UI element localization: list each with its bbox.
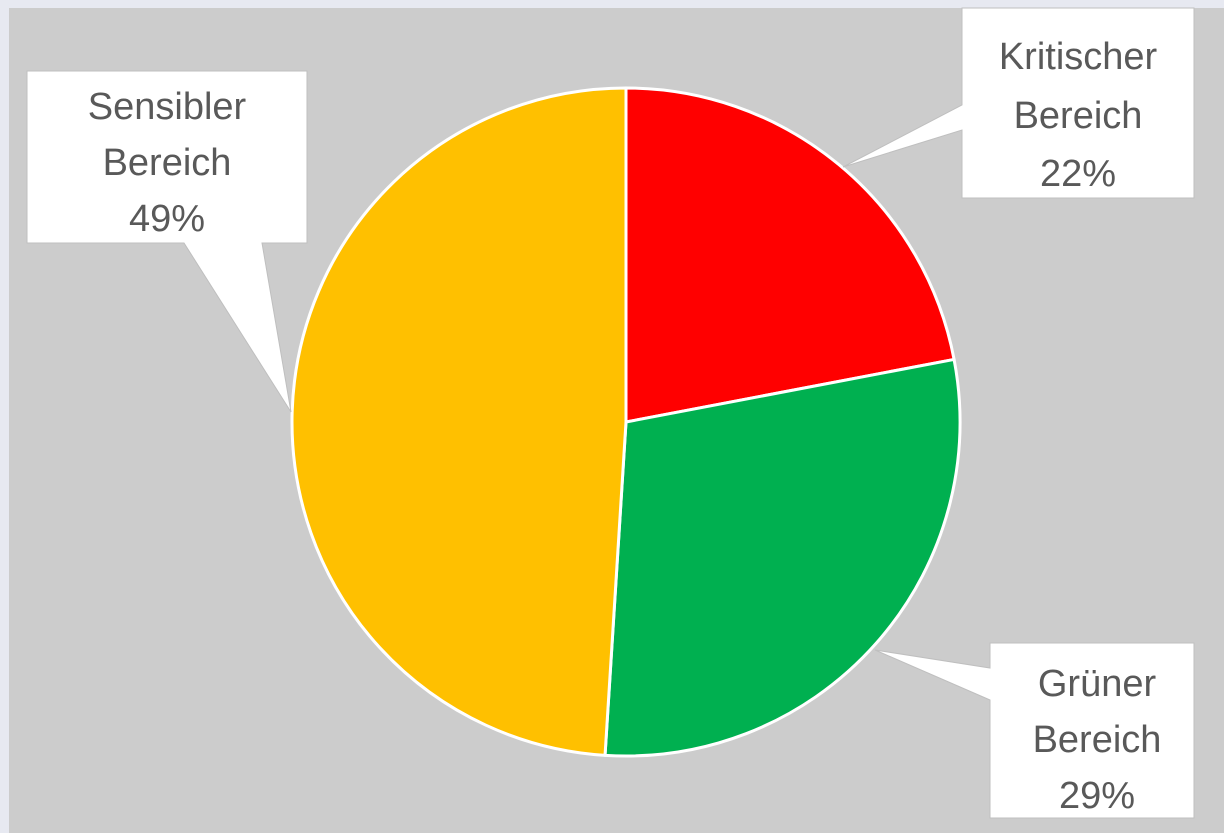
callout-sensibler-bereich: Sensibler Bereich 49%	[26, 70, 308, 413]
pie-slice-kritischer-bereich	[624, 86, 956, 424]
slice-label-name-sensibler: Sensibler	[88, 86, 247, 128]
slice-label-percent-kritischer: 22%	[1040, 153, 1116, 195]
pie-slices	[290, 86, 962, 758]
slice-label-area-kritischer: Bereich	[1014, 95, 1143, 137]
callout-kritischer-bereich: Kritischer Bereich 22%	[842, 7, 1195, 199]
callout-kritischer-bereich-box	[842, 7, 1195, 199]
callout-gruener-bereich: Grüner Bereich 29%	[874, 642, 1195, 819]
slice-label-percent-sensibler: 49%	[129, 198, 205, 240]
pie-slice-gruener-bereich	[603, 357, 962, 758]
slice-label-area-sensibler: Bereich	[103, 142, 232, 184]
slice-label-name-gruener: Grüner	[1038, 663, 1157, 705]
slice-label-name-kritischer: Kritischer	[999, 36, 1158, 78]
pie-slice-sensibler-bereich	[290, 86, 628, 757]
slice-label-area-gruener: Bereich	[1033, 719, 1162, 761]
slice-label-percent-gruener: 29%	[1059, 775, 1135, 817]
callout-sensibler-bereich-box	[26, 70, 308, 413]
callout-gruener-bereich-box	[874, 642, 1195, 819]
